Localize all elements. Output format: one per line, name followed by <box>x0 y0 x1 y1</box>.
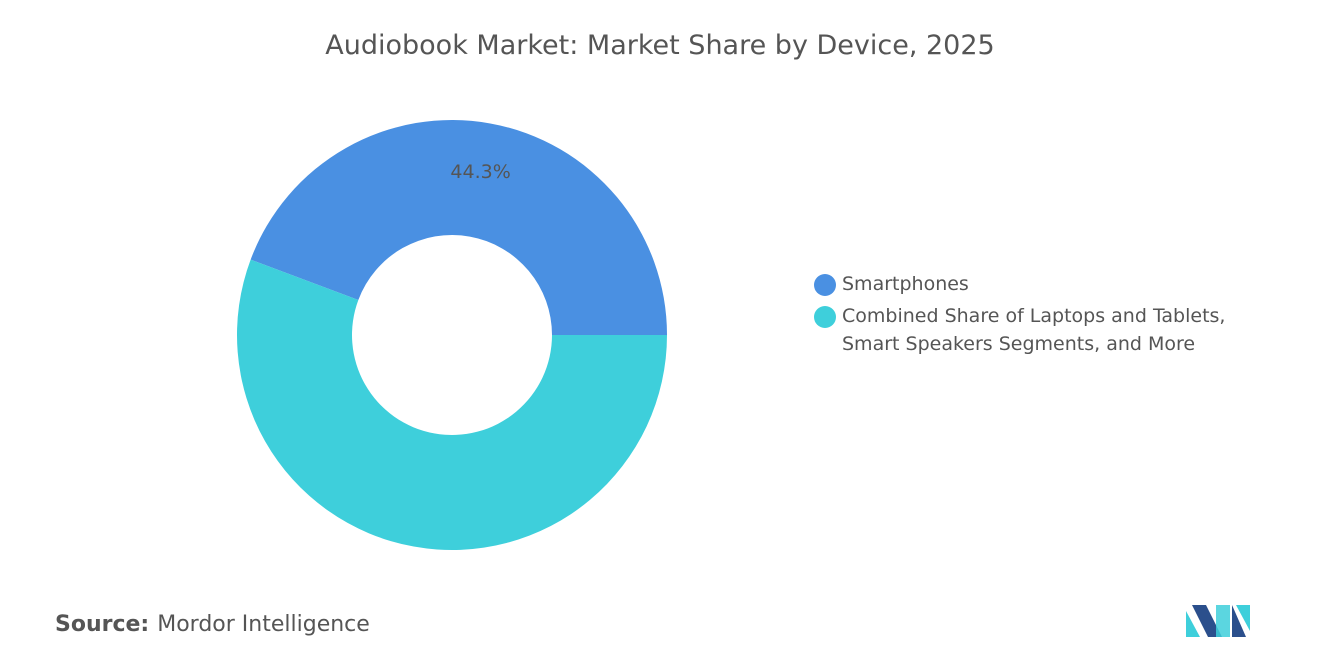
chart-title: Audiobook Market: Market Share by Device… <box>325 30 995 61</box>
legend-item: Combined Share of Laptops and Tablets, S… <box>814 302 1254 358</box>
legend: Smartphones Combined Share of Laptops and… <box>814 270 1254 362</box>
legend-label: Combined Share of Laptops and Tablets, S… <box>842 305 1226 355</box>
source: Source: Mordor Intelligence <box>55 612 370 637</box>
source-label: Source: <box>55 612 150 637</box>
legend-label: Smartphones <box>842 273 969 295</box>
source-text: Mordor Intelligence <box>157 612 370 637</box>
donut-slice <box>250 119 667 335</box>
legend-item: Smartphones <box>814 270 1254 298</box>
legend-swatch <box>814 306 836 328</box>
data-label: 44.3% <box>450 161 510 183</box>
legend-swatch <box>814 274 836 296</box>
donut-slice <box>237 259 667 550</box>
